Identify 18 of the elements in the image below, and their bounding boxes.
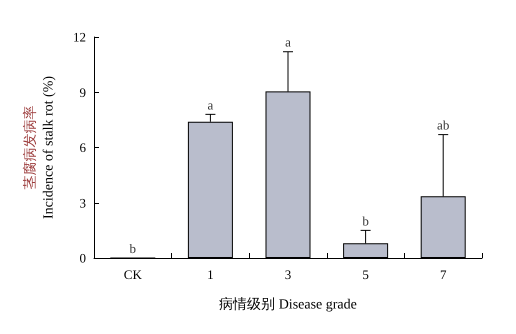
y-tick-label: 12 bbox=[73, 30, 86, 44]
annotation: b bbox=[130, 241, 136, 256]
y-tick-label: 3 bbox=[80, 195, 86, 210]
x-tick-label: CK bbox=[124, 267, 142, 282]
x-axis-title: 病情级别 Disease grade bbox=[219, 296, 357, 312]
annotation: b bbox=[362, 213, 369, 228]
annotation: a bbox=[208, 97, 214, 112]
y-tick-label: 9 bbox=[80, 84, 86, 100]
text: 茎腐病发病率 bbox=[24, 106, 38, 190]
x-tick-label: 5 bbox=[362, 267, 369, 282]
annotation: a bbox=[285, 34, 292, 50]
x-tick-label: 7 bbox=[440, 267, 447, 282]
x-tick-label: 3 bbox=[284, 267, 292, 282]
y-tick-label: 6 bbox=[80, 140, 86, 155]
y-tick-label: 0 bbox=[80, 250, 86, 266]
text: Incidence of stalk rot (%) bbox=[42, 76, 56, 220]
annotation: ab bbox=[437, 118, 450, 133]
x-tick-label: 1 bbox=[207, 267, 214, 282]
